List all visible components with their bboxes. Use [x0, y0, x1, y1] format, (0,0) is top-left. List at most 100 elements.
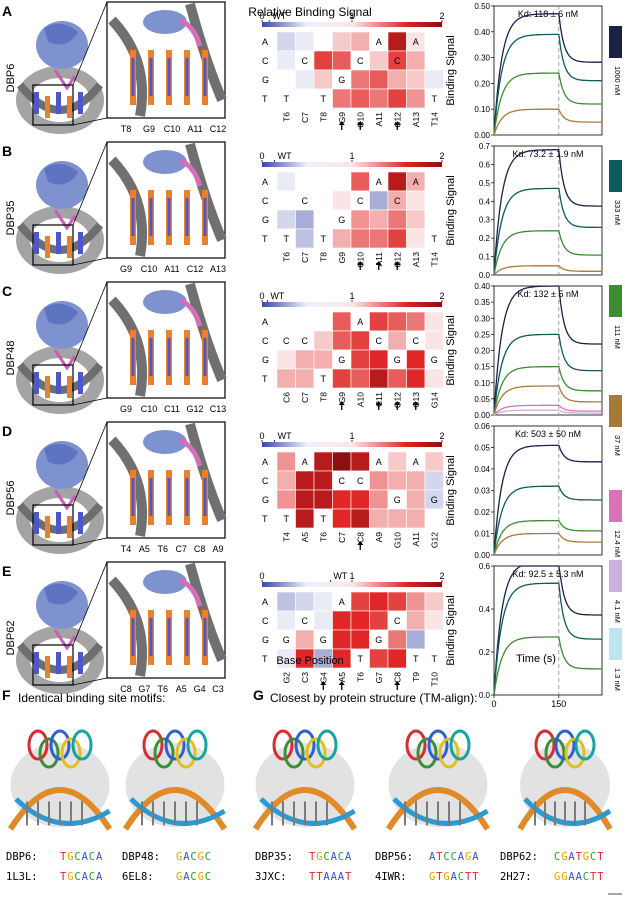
seq-name: 1L3L:	[6, 871, 38, 883]
heatmap-row-label: A	[262, 177, 268, 187]
y-tick-label: 0.40	[474, 282, 490, 291]
motif-base: C	[89, 851, 95, 863]
heatmap-cell	[332, 228, 352, 249]
position-label: C3	[300, 672, 310, 683]
wildtype-base: G	[394, 355, 401, 365]
position-label: A9	[374, 532, 384, 543]
y-tick-label: 0.35	[474, 298, 490, 307]
motif-base: A	[183, 871, 190, 883]
heatmap-cell	[369, 368, 389, 389]
motif-base: C	[458, 871, 464, 883]
heatmap-cell	[276, 31, 296, 52]
heatmap-cell	[406, 629, 426, 650]
seq-name: 3JXC:	[255, 871, 287, 883]
heatmap-row-label: A	[262, 37, 268, 47]
key-position-arrowhead	[338, 681, 345, 685]
legend-swatch	[609, 395, 622, 427]
heatmap-cell	[387, 591, 407, 612]
position-label: T4	[281, 532, 291, 542]
position-label: G14	[429, 392, 439, 408]
heatmap-row-label: C	[262, 196, 269, 206]
kinetics-curve	[493, 72, 602, 136]
zoom-inset: C8 G7 T6 A5 G4 C3	[106, 561, 227, 694]
motif-base: C	[74, 851, 80, 863]
heatmap-cell	[295, 209, 315, 230]
colorbar-tick-label: 0	[259, 431, 264, 441]
motif-base: A	[429, 851, 436, 863]
heatmap-cell	[424, 31, 444, 52]
heatmap-cell	[295, 31, 315, 52]
motif-base: A	[82, 871, 89, 883]
motif-base: C	[205, 851, 211, 863]
motif-base: T	[60, 871, 67, 883]
position-label: C7	[300, 252, 310, 263]
heatmap-row-label: T	[262, 94, 268, 104]
heatmap-cell	[369, 610, 389, 631]
kinetics-plot: 0.0 0.1 0.2 0.3 0.4 0.5 0.6 0.7 Binding Signal Kd…	[445, 142, 603, 280]
y-tick-label: 0.6	[479, 160, 491, 169]
wildtype-base: C	[302, 196, 309, 206]
wildtype-base: G	[394, 495, 401, 505]
heatmap-row-label: T	[262, 514, 268, 524]
zoom-base-label: G9	[143, 124, 155, 134]
motif-base: C	[583, 871, 589, 883]
y-tick-label: 0.00	[474, 551, 490, 560]
y-axis-title: Binding Signal	[445, 35, 457, 105]
kinetics-curve	[493, 285, 603, 416]
kinetics-curve	[493, 33, 602, 136]
position-label: C13	[411, 392, 421, 408]
wildtype-base: G	[375, 635, 382, 645]
motif-base: A	[345, 851, 352, 863]
panel-letter: B	[2, 143, 12, 159]
y-tick-label: 0.0	[479, 691, 491, 700]
wildtype-base: G	[338, 215, 345, 225]
seq-name: DBP6:	[6, 851, 38, 863]
motif-base: A	[323, 871, 330, 883]
y-tick-label: 0.40	[474, 28, 490, 37]
heatmap-cell	[424, 591, 444, 612]
wildtype-base: A	[376, 37, 382, 47]
kinetics-curve	[493, 485, 602, 556]
kinetics-curve	[493, 404, 602, 416]
position-label: G7	[374, 672, 384, 684]
wildtype-base: C	[394, 196, 401, 206]
key-position-arrowhead	[357, 121, 364, 125]
heatmap-cell	[424, 629, 444, 650]
position-label: T6	[281, 252, 291, 262]
y-tick-label: 0.4	[479, 605, 491, 614]
wildtype-base: C	[302, 56, 309, 66]
heatmap-cell	[406, 69, 426, 90]
y-tick-label: 0.05	[474, 444, 490, 453]
wildtype-base: C	[339, 476, 346, 486]
heatmap-cell	[387, 209, 407, 230]
heatmap-cell	[350, 209, 370, 230]
motif-base: C	[323, 851, 329, 863]
position-label: T9	[411, 672, 421, 682]
heatmap-cell	[276, 349, 296, 370]
heatmap-cell	[387, 330, 407, 351]
heatmap-cell	[406, 591, 426, 612]
motif-base: T	[309, 851, 316, 863]
wildtype-base: T	[358, 654, 364, 664]
kinetics-curve	[493, 532, 602, 556]
position-label: T8	[318, 392, 328, 402]
position-label: T8	[318, 112, 328, 122]
zoom-base-label: C7	[175, 544, 187, 554]
heatmap-cell	[369, 508, 389, 529]
motif-base: T	[576, 851, 583, 863]
heatmap-cell	[313, 591, 333, 612]
heatmap-cell	[406, 508, 426, 529]
motif-base: C	[338, 851, 344, 863]
wildtype-base: C	[376, 336, 383, 346]
heatmap-cell	[369, 648, 389, 669]
zoom-base-label: T8	[121, 124, 132, 134]
key-position-arrowhead	[338, 121, 345, 125]
colorbar: 0 WT 1 2	[259, 11, 445, 27]
zoom-inset: T4 A5 T6 C7 C8 A9	[106, 421, 227, 554]
heatmap-cell	[424, 330, 444, 351]
heatmap-cell	[424, 470, 444, 491]
legend-label: 111 nM	[613, 325, 622, 349]
zoom-base-label: T4	[121, 544, 132, 554]
wildtype-base: T	[321, 374, 327, 384]
